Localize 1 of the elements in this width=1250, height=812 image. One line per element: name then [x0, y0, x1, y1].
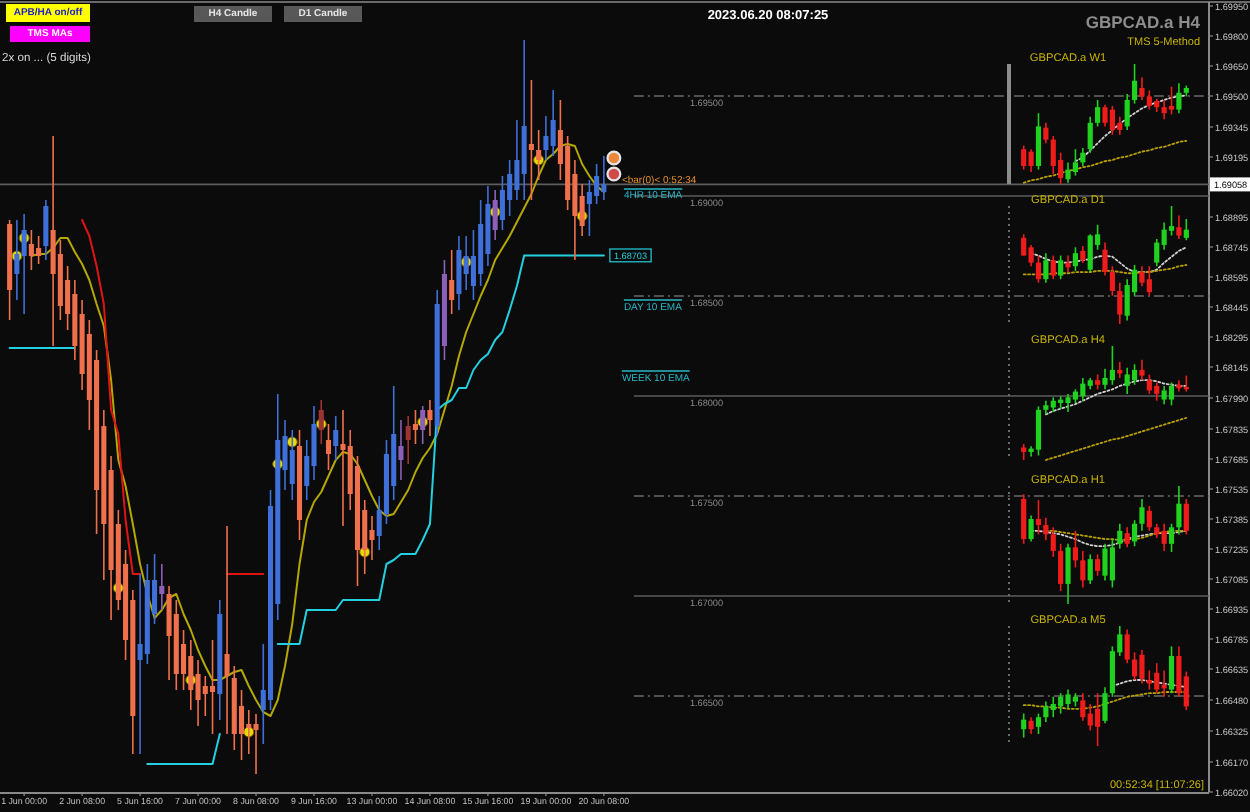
- text: GBPCAD.a H4: [1085, 12, 1201, 32]
